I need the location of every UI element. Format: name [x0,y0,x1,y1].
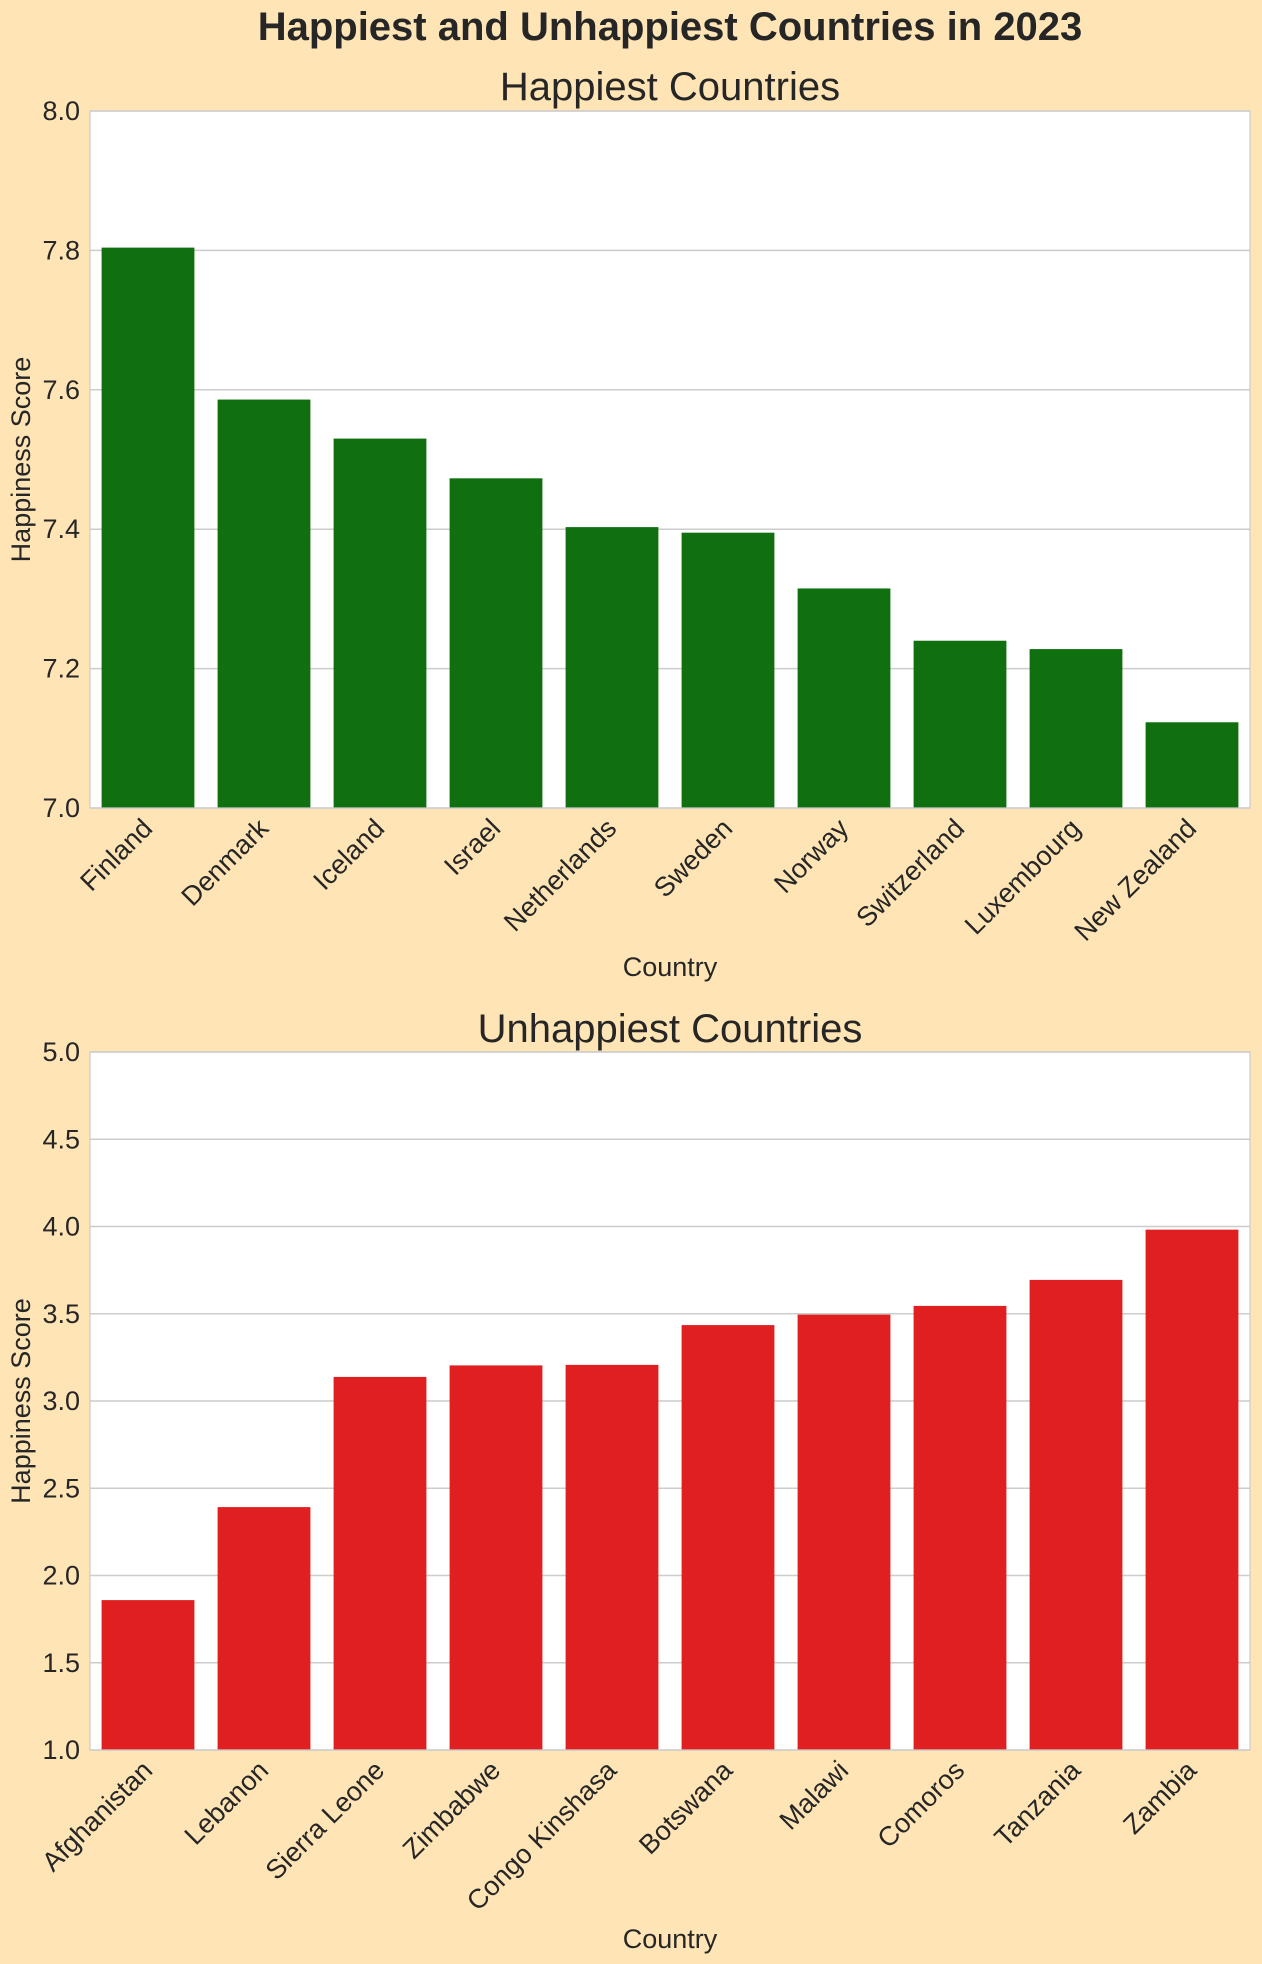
y-tick-labels: 7.0 7.2 7.4 7.6 7.8 8.0 [42,96,80,823]
bar-switzerland [913,640,1007,808]
y-tick-label: 4.5 [42,1124,80,1154]
bar-denmark [217,399,311,808]
plot-frame [89,1051,1251,1751]
figure-suptitle: Happiest and Unhappiest Countries in 202… [258,5,1083,49]
chart-title: Happiest Countries [500,65,840,109]
bar-lebanon [217,1507,311,1750]
y-tick-label: 2.5 [42,1473,80,1503]
bar-zimbabwe [449,1365,543,1750]
y-tick-label: 3.0 [42,1386,80,1416]
y-tick-label: 3.5 [42,1299,80,1329]
y-tick-label: 7.4 [42,514,80,544]
y-tick-label: 7.2 [42,654,80,684]
bar-tanzania [1029,1279,1123,1750]
y-axis-label: Happiness Score [6,357,36,563]
x-axis-label: Country [623,952,718,982]
bar-netherlands [565,527,659,808]
chart-title: Unhappiest Countries [478,1007,863,1051]
y-tick-label: 8.0 [42,96,80,126]
y-tick-label: 7.0 [42,793,80,823]
bar-norway [797,588,891,808]
x-axis-label: Country [623,1924,718,1954]
bar-afghanistan [101,1600,195,1750]
y-tick-label: 2.0 [42,1561,80,1591]
bar-israel [449,478,543,808]
plot-frame [89,110,1251,809]
bar-iceland [333,438,427,808]
y-tick-label: 1.5 [42,1648,80,1678]
y-axis-label: Happiness Score [6,1298,36,1504]
bar-malawi [797,1314,891,1750]
y-tick-label: 5.0 [42,1037,80,1067]
bar-new-zealand [1145,722,1239,808]
bar-zambia [1145,1229,1239,1750]
bar-sierra-leone [333,1376,427,1750]
y-tick-label: 4.0 [42,1212,80,1242]
bar-luxembourg [1029,649,1123,808]
chart-happiest-countries: Happiest Countries 7.07.27.47.67.88.0 Fi… [6,65,1251,982]
y-tick-label: 7.8 [42,235,80,265]
y-tick-labels: 1.0 1.5 2.0 2.5 3.0 3.5 4.0 4.5 5.0 [42,1037,80,1765]
bars [101,247,1239,808]
bars [101,1229,1239,1750]
bar-congo-kinshasa [565,1364,659,1750]
bar-sweden [681,532,775,808]
y-tick-label: 7.6 [42,375,80,405]
bar-comoros [913,1305,1007,1750]
y-tick-label: 1.0 [42,1735,80,1765]
bar-botswana [681,1325,775,1750]
bar-finland [101,247,195,808]
